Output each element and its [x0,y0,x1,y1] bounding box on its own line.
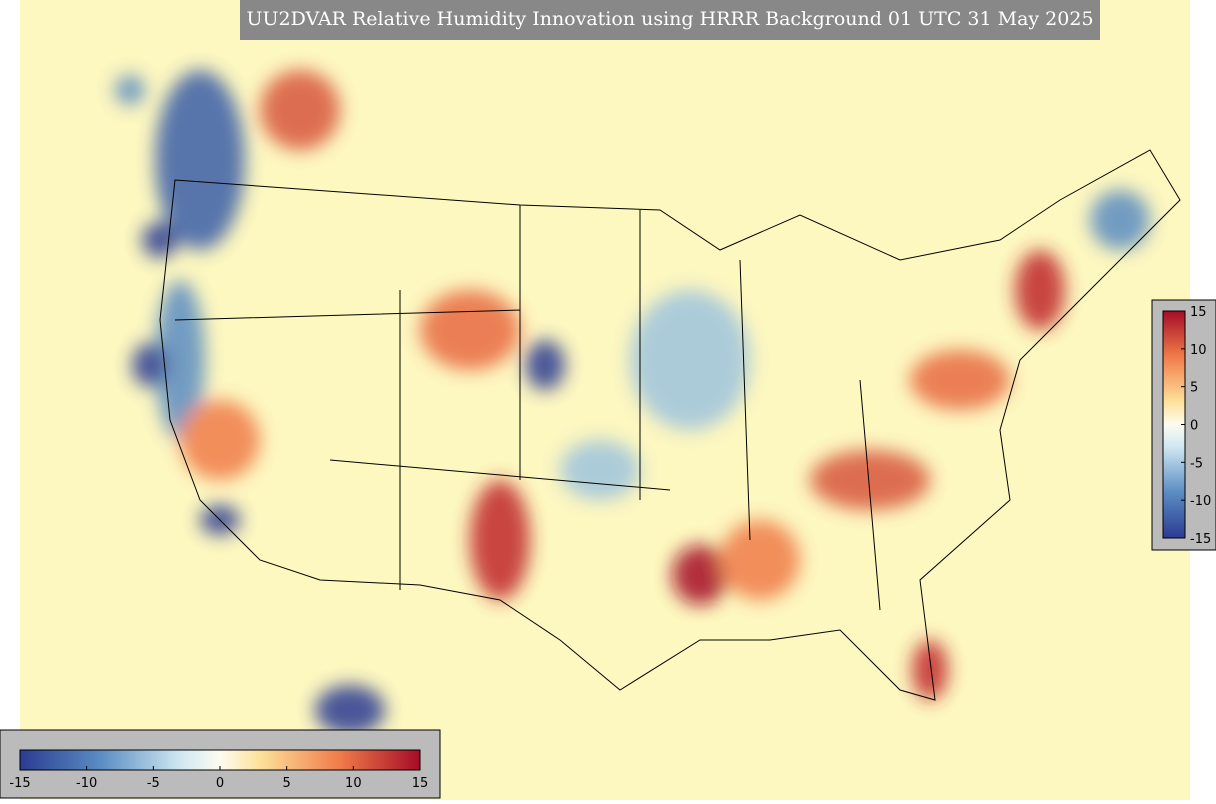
tick-label: -5 [1190,456,1203,471]
tick-label: 15 [1190,305,1207,320]
tick-label: 0 [1190,419,1198,434]
tick-label: 15 [412,776,429,791]
tick-label: 5 [283,776,291,791]
title-box [240,0,1100,40]
tick-label: 0 [216,776,224,791]
borders [159,149,1181,701]
tick-label: -5 [147,776,160,791]
tick-label: -10 [76,776,97,791]
field [115,70,1150,735]
tick-label: 10 [1190,343,1207,358]
tick-label: 5 [1190,381,1198,396]
tick-label: -10 [1190,494,1211,509]
tick-label: -15 [1190,532,1211,547]
tick-label: 10 [345,776,362,791]
title: UU2DVAR Relative Humidity Innovation usi… [246,8,1093,30]
tick-label: -15 [9,776,30,791]
